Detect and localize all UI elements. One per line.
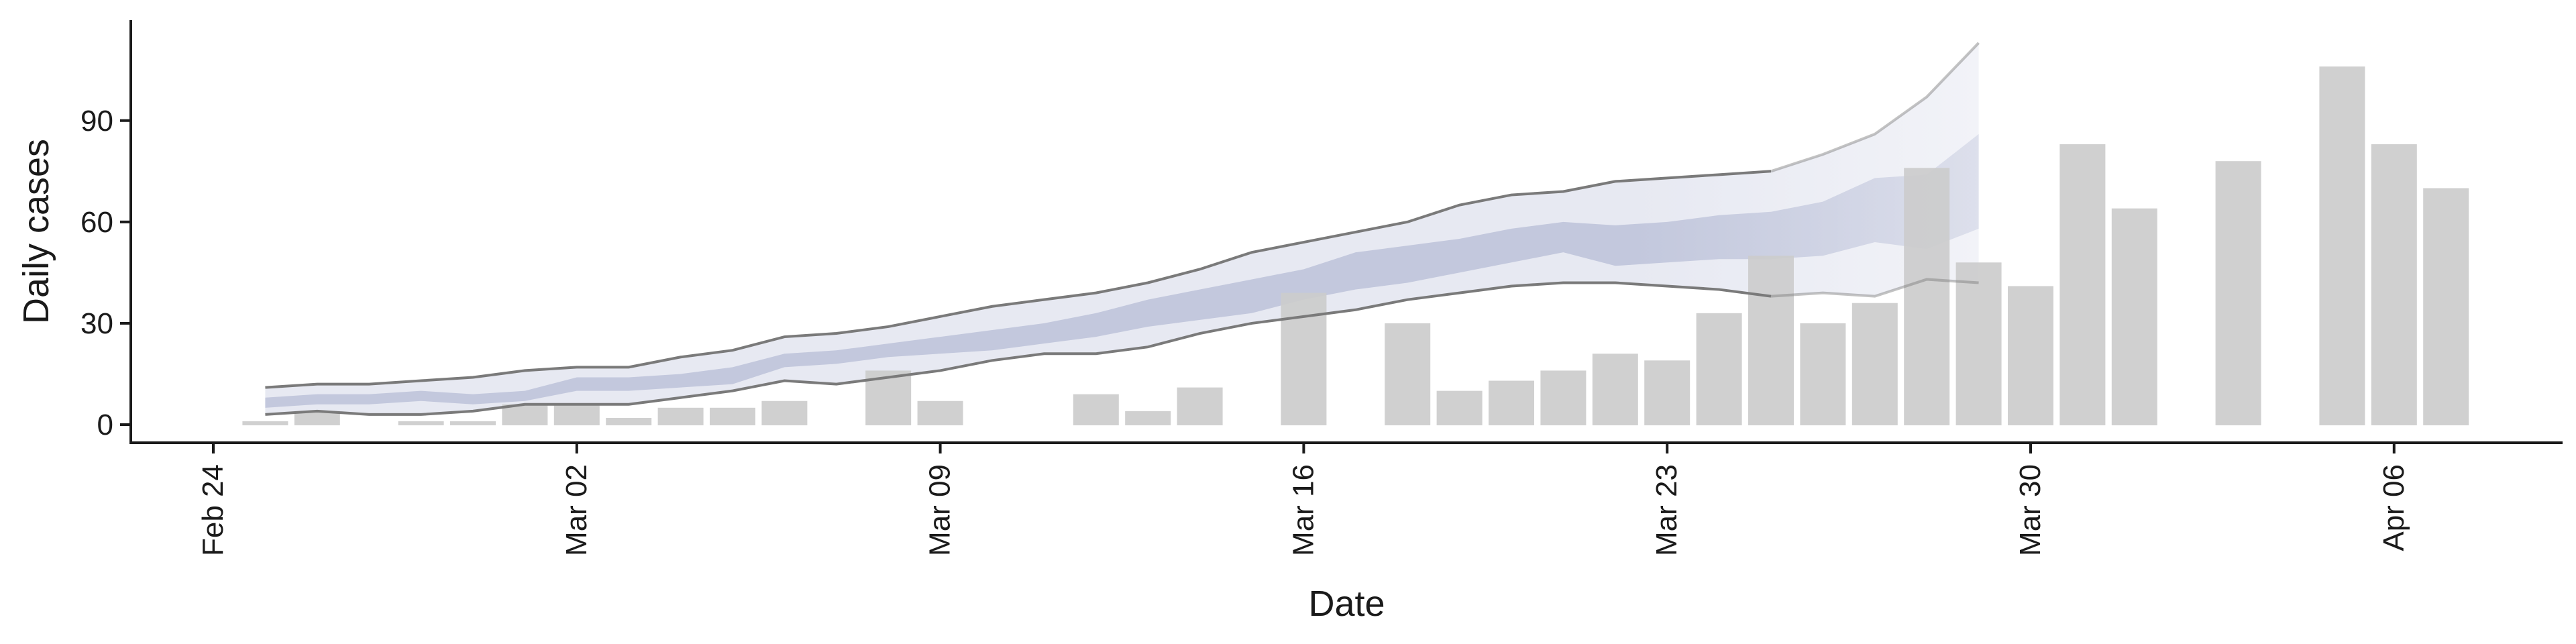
x-tick-label: Mar 30: [2014, 464, 2047, 556]
bar: [1540, 370, 1587, 425]
bar: [2008, 286, 2053, 425]
bar: [450, 421, 496, 425]
bar: [1644, 360, 1690, 425]
lower-bound-line-tail: [1770, 278, 1979, 298]
bar: [2319, 66, 2365, 425]
bar: [1800, 323, 1846, 425]
x-tick-label: Apr 06: [2377, 464, 2410, 551]
x-tick-label: Mar 23: [1650, 464, 1683, 556]
bar-series: [242, 66, 2469, 425]
bar: [1592, 354, 1638, 425]
bar: [917, 400, 963, 425]
bar: [2371, 144, 2417, 425]
y-axis-title: Daily cases: [16, 139, 56, 324]
bar: [502, 404, 548, 425]
bar: [761, 400, 808, 425]
y-tick-label: 0: [97, 409, 113, 441]
bar: [2423, 188, 2469, 425]
y-tick-label: 60: [80, 206, 113, 239]
bar: [1748, 256, 1794, 425]
bar: [1904, 168, 1950, 425]
x-tick-label: Mar 16: [1287, 464, 1320, 556]
y-tick-label: 90: [80, 105, 113, 138]
estimate-bands: [265, 42, 1979, 415]
bar: [1851, 303, 1898, 425]
axes: 0 30 60 90 Feb 24 Mar 02 Mar 09 Mar 16 Mar 23 Mar…: [80, 20, 2563, 556]
bar: [242, 421, 288, 425]
bar: [294, 411, 340, 425]
x-tick-label: Mar 02: [560, 464, 593, 556]
bar: [1696, 313, 1742, 425]
bar: [553, 404, 600, 425]
upper-bound-line-tail: [1770, 42, 1980, 173]
bar: [2059, 144, 2106, 425]
lower-bound-line: [265, 281, 1772, 416]
bar: [1281, 292, 1327, 425]
x-tick-label: Mar 09: [924, 464, 957, 556]
bar: [1385, 323, 1431, 425]
interval-lines: [265, 42, 1980, 416]
bar: [398, 421, 444, 425]
bar: [710, 407, 755, 425]
bar: [1125, 411, 1171, 425]
upper-bound-line: [265, 170, 1772, 389]
bar: [2215, 161, 2261, 425]
x-axis-title: Date: [1308, 584, 1385, 624]
y-tick-label: 30: [80, 307, 113, 340]
bar: [1489, 380, 1534, 425]
bar: [657, 407, 704, 425]
bar: [2111, 208, 2157, 425]
bar: [1177, 387, 1223, 425]
bar: [1955, 262, 2002, 425]
x-tick-label: Feb 24: [197, 464, 229, 556]
bar: [1436, 390, 1483, 425]
bar: [1073, 394, 1119, 425]
bar: [606, 417, 652, 425]
